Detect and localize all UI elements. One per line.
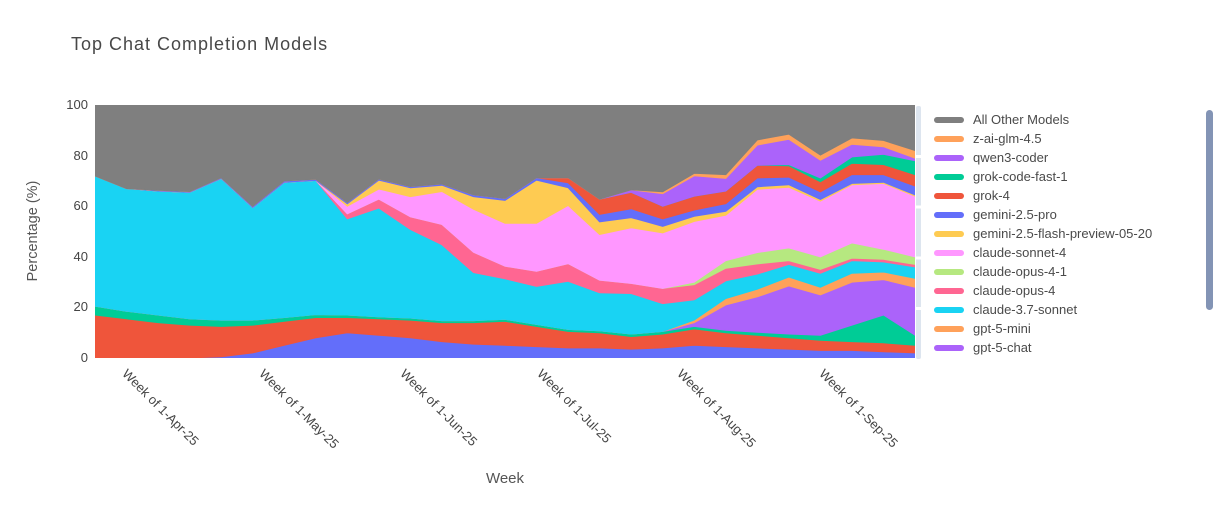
y-tick-label: 40	[73, 248, 88, 264]
legend-item-gpt-5-mini[interactable]: gpt-5-mini	[934, 319, 1199, 338]
y-tick-label: 60	[73, 198, 88, 214]
legend-scrollbar-thumb[interactable]	[1206, 110, 1213, 310]
legend-item-label: gemini-2.5-pro	[973, 207, 1057, 222]
legend-swatch	[934, 344, 964, 351]
legend-item-label: z-ai-glm-4.5	[973, 131, 1042, 146]
page-title: Top Chat Completion Models	[71, 34, 329, 54]
legend-item-label: gpt-5-mini	[973, 321, 1031, 336]
legend-swatch	[934, 249, 964, 256]
legend-item-grok-code-fast-1[interactable]: grok-code-fast-1	[934, 167, 1199, 186]
legend-item-label: grok-code-fast-1	[973, 169, 1068, 184]
legend-swatch	[934, 306, 964, 313]
legend-swatch	[934, 211, 964, 218]
area-All Other Models	[95, 105, 915, 207]
legend-item-label: grok-4	[973, 188, 1010, 203]
legend-item-label: gemini-2.5-flash-preview-05-20	[973, 226, 1153, 241]
y-tick-label: 0	[80, 350, 88, 365]
legend-item-label: qwen3-coder	[973, 150, 1049, 165]
legend-swatch	[934, 116, 964, 123]
legend-item-z-ai-glm-4-5[interactable]: z-ai-glm-4.5	[934, 129, 1199, 148]
y-tick-label: 100	[66, 97, 88, 112]
legend-item-gpt-5-chat[interactable]: gpt-5-chat	[934, 338, 1199, 357]
plot-right-spine	[916, 106, 921, 359]
x-tick-label: Week of 1-Apr-25	[119, 366, 203, 449]
x-tick-label: Week of 1-Jul-25	[534, 366, 615, 446]
legend-swatch	[934, 154, 964, 161]
legend-item-label: All Other Models	[973, 112, 1070, 127]
legend-item-label: claude-3.7-sonnet	[973, 302, 1078, 317]
legend-item-label: claude-sonnet-4	[973, 245, 1067, 260]
legend-item-qwen3-coder[interactable]: qwen3-coder	[934, 148, 1199, 167]
legend-swatch	[934, 287, 964, 294]
y-tick-label: 20	[73, 299, 88, 315]
x-tick-label: Week of 1-Aug-25	[674, 366, 760, 451]
legend: All Other Models z-ai-glm-4.5 qwen3-coder g…	[934, 110, 1199, 357]
x-tick-label: Week of 1-May-25	[256, 366, 343, 452]
legend-item-all-other-models[interactable]: All Other Models	[934, 110, 1199, 129]
legend-item-gemini-2-5-flash-preview-05-20[interactable]: gemini-2.5-flash-preview-05-20	[934, 224, 1199, 243]
legend-item-claude-opus-4-1[interactable]: claude-opus-4-1	[934, 262, 1199, 281]
legend-swatch	[934, 230, 964, 237]
x-tick-label: Week of 1-Jun-25	[397, 366, 481, 449]
legend-item-grok-4[interactable]: grok-4	[934, 186, 1199, 205]
legend-item-label: claude-opus-4	[973, 283, 1056, 298]
legend-swatch	[934, 135, 964, 142]
y-tick-label: 80	[73, 147, 88, 163]
x-axis-title: Week	[485, 470, 525, 487]
stacked-area-plot[interactable]	[95, 105, 915, 358]
legend-item-label: claude-opus-4-1	[973, 264, 1067, 279]
legend-swatch	[934, 192, 964, 199]
legend-swatch	[934, 325, 964, 332]
y-axis-title: Percentage (%)	[25, 180, 41, 282]
legend-swatch	[934, 268, 964, 275]
legend-item-label: gpt-5-chat	[973, 340, 1032, 355]
x-tick-label: Week of 1-Sep-25	[816, 366, 902, 451]
legend-swatch	[934, 173, 964, 180]
legend-item-gemini-2-5-pro[interactable]: gemini-2.5-pro	[934, 205, 1199, 224]
legend-item-claude-opus-4[interactable]: claude-opus-4	[934, 281, 1199, 300]
legend-item-claude-3-7-sonnet[interactable]: claude-3.7-sonnet	[934, 300, 1199, 319]
legend-item-claude-sonnet-4[interactable]: claude-sonnet-4	[934, 243, 1199, 262]
